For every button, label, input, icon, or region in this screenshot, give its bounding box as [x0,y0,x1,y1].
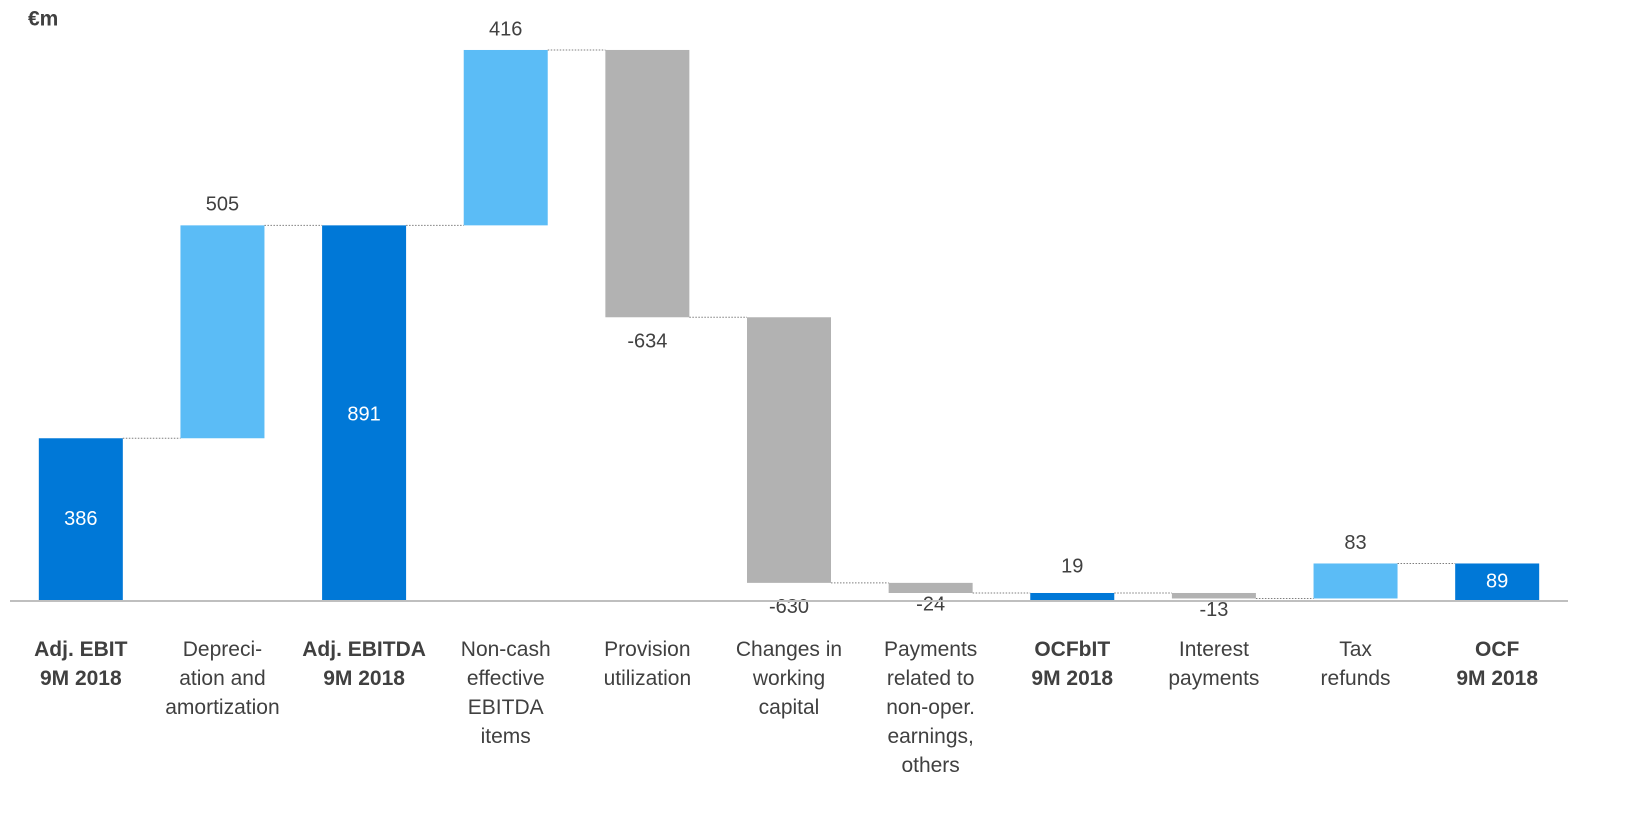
value-label: 386 [64,508,97,530]
x-tick-label-line: 9M 2018 [1031,667,1113,690]
x-tick-label-line: Payments [884,638,977,661]
x-tick-label: Tax refunds [1321,638,1391,690]
x-tick-label: Provision utilization [604,638,692,690]
x-tick-label-line: 9M 2018 [323,667,405,690]
bar [1313,563,1398,599]
x-tick-label: OCFbIT 9M 2018 [1031,638,1113,690]
x-tick-label: Non-cash effective EBITDA items [461,638,551,748]
value-label: -24 [916,593,945,615]
x-tick-label-line: Interest [1179,638,1249,661]
x-tick-label-line: related to [887,667,975,690]
value-label: 416 [489,18,522,40]
x-tick-label-line: utilization [604,667,692,690]
value-label: 19 [1061,555,1083,577]
x-tick-label-line: OCFbIT [1034,638,1110,661]
x-tick-label: Adj. EBITDA 9M 2018 [302,638,426,690]
bar [1455,563,1540,601]
x-tick-label: Interest payments [1168,638,1259,690]
x-tick-label-line: items [481,725,531,748]
value-label: -630 [769,596,809,618]
bar [1030,592,1115,601]
value-label: 891 [347,404,380,426]
x-tick-label-line: Changes in [736,638,842,661]
x-tick-label-line: Provision [604,638,690,661]
x-tick-label-line: Adj. EBITDA [302,638,426,661]
x-tick-label-line: working [752,667,825,690]
value-label: 89 [1486,571,1508,593]
x-tick-label-line: Tax [1339,638,1372,661]
bar [747,317,831,583]
bar [1171,592,1256,599]
value-label: 505 [206,194,239,216]
x-tick-label-line: others [901,754,959,777]
unit-label: €m [28,8,58,31]
bar [463,49,548,226]
value-label: -13 [1199,599,1228,621]
x-tick-label: Changes in working capital [736,638,842,719]
x-tick-label-line: EBITDA [468,696,544,719]
value-label: 83 [1344,532,1366,554]
bar [322,225,407,601]
x-tick-label-line: Non-cash [461,638,551,661]
x-tick-label-line: amortization [165,696,279,719]
x-tick-label-line: non-oper. [886,696,975,719]
x-tick-label: Adj. EBIT 9M 2018 [34,638,128,690]
x-tick-label: Depreci-ation and amortization [165,638,279,719]
x-tick-label-line: OCF [1475,638,1520,661]
x-tick-label-line: effective [467,667,545,690]
x-tick-label-line: earnings, [887,725,973,748]
value-label: -634 [627,331,667,353]
bar [605,49,690,318]
x-tick-label: Payments related to non-oper. earnings, othe… [884,638,977,777]
x-tick-label-line: 9M 2018 [1456,667,1538,690]
x-tick-label-line: capital [759,696,820,719]
x-tick-label-line: refunds [1321,667,1391,690]
x-tick-label: OCF 9M 2018 [1456,638,1538,690]
x-tick-label-line: Depreci- [183,638,262,661]
x-tick-label-line: Adj. EBIT [34,638,128,661]
x-tick-label-line: 9M 2018 [40,667,122,690]
x-tick-label-line: payments [1168,667,1259,690]
bar [888,582,973,593]
bar [38,438,123,601]
bar [180,225,265,439]
x-tick-label-line: ation and [179,667,265,690]
